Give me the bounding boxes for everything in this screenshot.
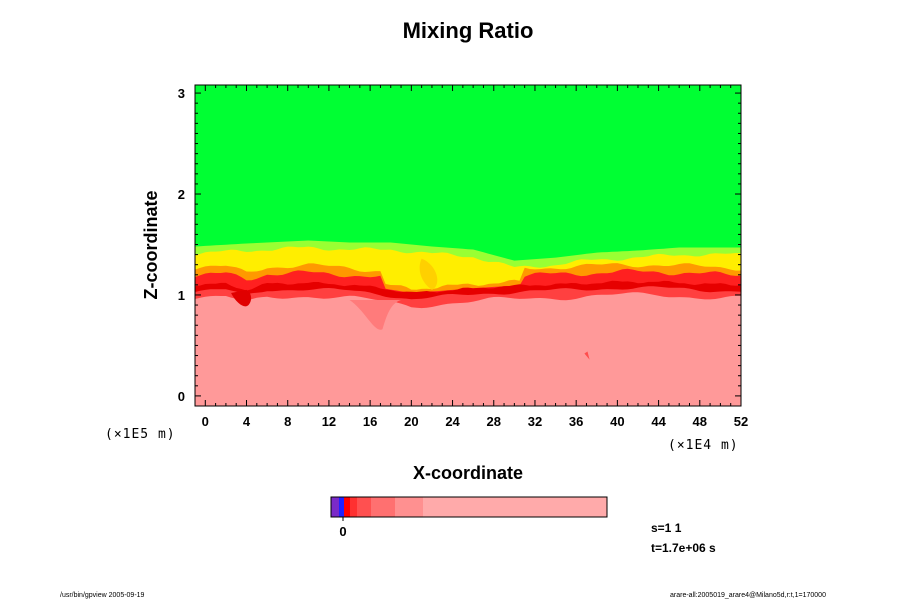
colorbar-segment (344, 497, 350, 517)
y-tick-label: 1 (178, 288, 185, 303)
x-tick-label: 28 (487, 414, 501, 429)
colorbar-segment (331, 497, 339, 517)
small-eddy (584, 351, 590, 360)
descending-plume (349, 300, 402, 330)
x-tick-label: 52 (734, 414, 748, 429)
colorbar-tick-label: 0 (339, 524, 346, 539)
y-tick-label: 0 (178, 389, 185, 404)
x-unit-label: (×1E4 m) (668, 438, 739, 453)
colorbar-segment (423, 497, 607, 517)
y-unit-label: (×1E5 m) (105, 427, 176, 442)
plot-frame (194, 84, 742, 407)
x-tick-label: 36 (569, 414, 583, 429)
x-axis-label: X-coordinate (413, 463, 523, 483)
x-tick-label: 40 (610, 414, 624, 429)
lower-region (195, 292, 741, 406)
y-tick-label: 2 (178, 187, 185, 202)
x-tick-label: 4 (243, 414, 251, 429)
x-tick-label: 24 (445, 414, 460, 429)
colorbar (331, 497, 607, 521)
yellow-plume (419, 258, 438, 290)
x-tick-label: 32 (528, 414, 542, 429)
x-tick-label: 0 (202, 414, 209, 429)
x-tick-label: 44 (651, 414, 666, 429)
dark-red-eddy (231, 289, 252, 307)
x-tick-label: 16 (363, 414, 377, 429)
x-tick-labels: 0 4 8 12 16 20 24 28 32 36 40 44 48 52 (202, 414, 749, 429)
x-tick-label: 20 (404, 414, 418, 429)
chart-title: Mixing Ratio (403, 18, 534, 43)
x-tick-label: 8 (284, 414, 291, 429)
info-t-label: t=1.7e+06 s (651, 541, 716, 555)
footer-right: arare-all:2005019_arare4@Milano5d,r:t,1=… (670, 592, 826, 599)
x-tick-label: 48 (693, 414, 707, 429)
x-tick-label: 12 (322, 414, 336, 429)
info-s-label: s=1 1 (651, 521, 682, 535)
colorbar-segment (395, 497, 423, 517)
y-tick-labels: 0 1 2 3 (178, 86, 185, 404)
colorbar-segment (371, 497, 395, 517)
colorbar-segment (339, 497, 344, 517)
colorbar-segment (350, 497, 357, 517)
colorbar-frame (330, 496, 608, 518)
colorbar-segment (357, 497, 371, 517)
y-tick-label: 3 (178, 86, 185, 101)
footer-left: /usr/bin/gpview 2005-09-19 (60, 592, 145, 599)
y-axis-label: Z-coordinate (141, 190, 161, 299)
axis-ticks (194, 85, 742, 406)
plot-area (195, 85, 741, 406)
